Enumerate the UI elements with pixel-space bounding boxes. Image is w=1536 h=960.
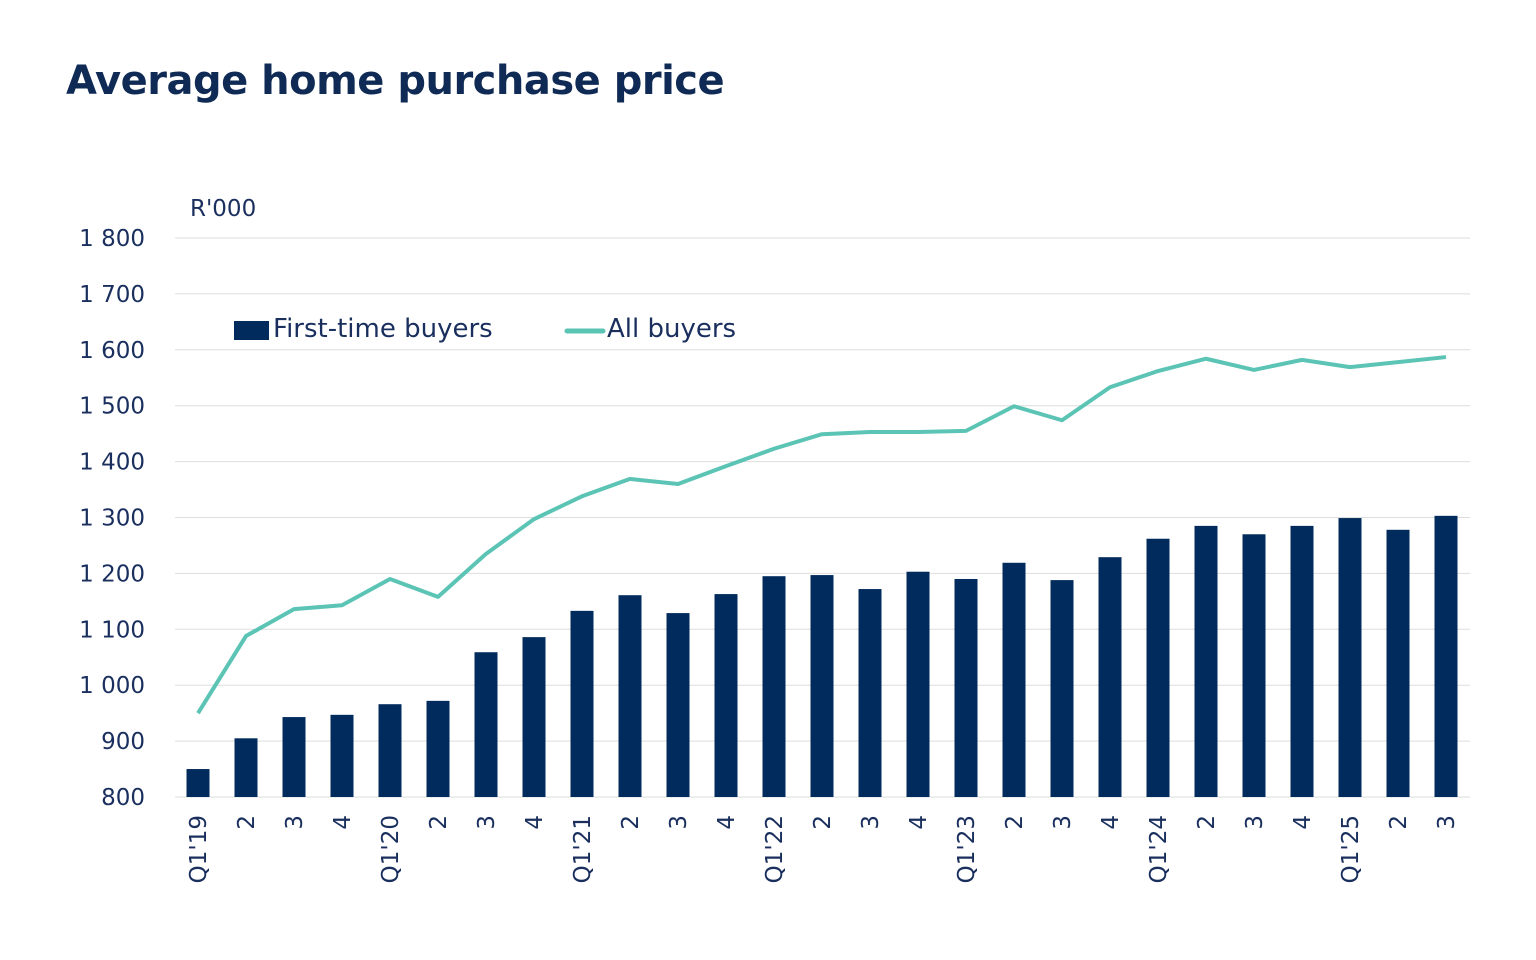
x-tick-label: 3: [282, 815, 308, 830]
bar-first-time-buyers: [282, 717, 306, 797]
bar-first-time-buyers: [906, 571, 930, 797]
bar-first-time-buyers: [954, 578, 978, 797]
bar-first-time-buyers: [570, 610, 594, 797]
bar-first-time-buyers: [714, 594, 738, 797]
bar-first-time-buyers: [858, 589, 882, 797]
y-tick-label: 1 000: [79, 673, 145, 699]
legend-label-first-time-buyers: First-time buyers: [273, 314, 493, 344]
x-tick-label: 2: [1002, 815, 1028, 830]
chart-title: Average home purchase price: [66, 58, 725, 104]
y-tick-label: 1 400: [79, 450, 145, 476]
bar-first-time-buyers: [762, 576, 786, 797]
bar-first-time-buyers: [474, 652, 498, 797]
x-tick-label: Q1'20: [378, 815, 404, 883]
x-tick-label: 2: [1386, 815, 1412, 830]
x-tick-label: 2: [426, 815, 452, 830]
bar-first-time-buyers: [1434, 515, 1458, 797]
bar-first-time-buyers: [330, 714, 354, 797]
x-tick-label: 3: [1050, 815, 1076, 830]
x-tick-label: 4: [522, 815, 548, 830]
y-tick-label: 1 100: [79, 617, 145, 643]
x-tick-label: 2: [810, 815, 836, 830]
x-tick-label: 4: [1290, 815, 1316, 830]
y-tick-label: 800: [101, 785, 145, 811]
x-tick-label: Q1'25: [1338, 815, 1364, 883]
x-tick-label: 3: [666, 815, 692, 830]
bar-first-time-buyers: [378, 704, 402, 797]
x-tick-label: Q1'23: [954, 815, 980, 883]
y-tick-label: 1 800: [79, 226, 145, 252]
x-tick-label: 4: [1098, 815, 1124, 830]
x-tick-label: 4: [330, 815, 356, 830]
bar-first-time-buyers: [1290, 525, 1314, 797]
bar-first-time-buyers: [1242, 534, 1266, 797]
y-tick-label: 1 700: [79, 282, 145, 308]
bar-first-time-buyers: [810, 575, 834, 797]
x-tick-label: Q1'22: [762, 815, 788, 883]
y-tick-label: 1 200: [79, 561, 145, 587]
x-tick-label: Q1'24: [1146, 815, 1172, 883]
bar-first-time-buyers: [1338, 518, 1362, 797]
bar-first-time-buyers: [1098, 557, 1122, 797]
y-tick-label: 1 300: [79, 506, 145, 532]
bar-first-time-buyers: [1386, 529, 1410, 797]
x-tick-label: 2: [1194, 815, 1220, 830]
x-tick-label: 2: [234, 815, 260, 830]
legend-label-all-buyers: All buyers: [607, 314, 736, 344]
x-tick-label: Q1'21: [570, 815, 596, 883]
bar-first-time-buyers: [426, 700, 450, 797]
legend-swatch-first-time-buyers: [234, 321, 269, 340]
x-tick-label: 4: [714, 815, 740, 830]
y-axis-unit-label: R'000: [190, 196, 256, 222]
bar-first-time-buyers: [1146, 538, 1170, 797]
x-tick-label: 3: [1242, 815, 1268, 830]
x-tick-label: 3: [1434, 815, 1460, 830]
x-tick-label: 2: [618, 815, 644, 830]
y-tick-label: 1 500: [79, 394, 145, 420]
bar-first-time-buyers: [618, 595, 642, 797]
bar-first-time-buyers: [1050, 580, 1074, 797]
bar-first-time-buyers: [522, 637, 546, 797]
y-tick-label: 1 600: [79, 338, 145, 364]
bar-first-time-buyers: [234, 738, 258, 797]
x-tick-label: 3: [474, 815, 500, 830]
bar-first-time-buyers: [1194, 525, 1218, 797]
bar-first-time-buyers: [1002, 562, 1026, 797]
y-tick-label: 900: [101, 729, 145, 755]
bar-first-time-buyers: [186, 769, 210, 797]
x-tick-label: 4: [906, 815, 932, 830]
x-tick-label: 3: [858, 815, 884, 830]
bar-first-time-buyers: [666, 613, 690, 797]
x-tick-label: Q1'19: [186, 815, 212, 883]
